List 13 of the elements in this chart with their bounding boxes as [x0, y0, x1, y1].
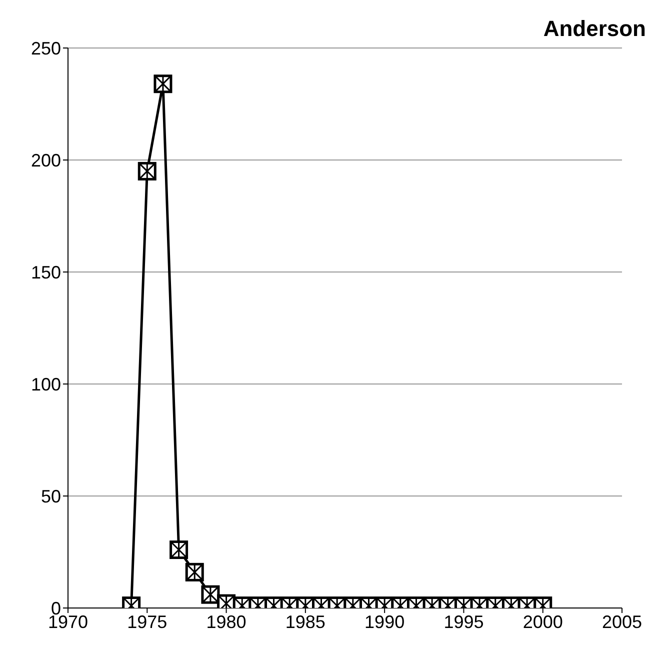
x-tick-label: 1975 [127, 612, 168, 632]
y-tick-label: 200 [30, 150, 61, 170]
x-tick-label: 1990 [364, 612, 405, 632]
x-tick-label: 1985 [285, 612, 326, 632]
x-tick-label: 2000 [522, 612, 563, 632]
x-tick-label: 2005 [602, 612, 642, 632]
y-tick-label: 150 [30, 262, 61, 282]
y-tick-label: 100 [30, 374, 61, 394]
y-tick-label: 50 [40, 486, 61, 506]
y-tick-label: 250 [30, 38, 61, 58]
chart-title: Anderson [543, 16, 646, 42]
x-tick-label: 1980 [206, 612, 246, 632]
x-tick-label: 1995 [444, 612, 484, 632]
